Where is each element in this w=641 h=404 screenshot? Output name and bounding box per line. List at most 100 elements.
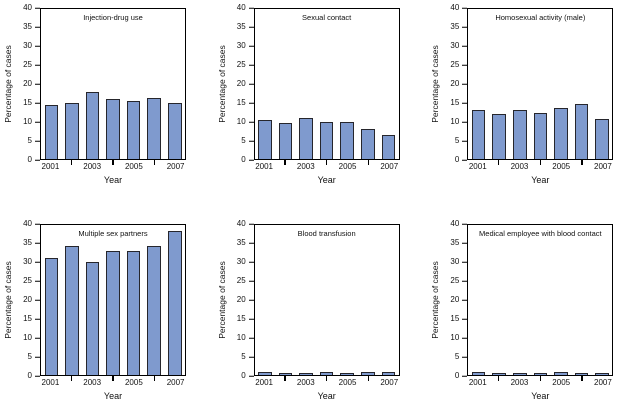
bars — [41, 225, 185, 375]
y-tick — [462, 375, 468, 377]
x-tick-label: 2005 — [338, 378, 357, 387]
y-tick — [462, 7, 468, 9]
y-tick-label: 0 — [241, 155, 246, 164]
bar — [340, 121, 355, 159]
y-tick-label: 30 — [23, 257, 32, 266]
plot-area: Homosexual activity (male) — [467, 8, 614, 160]
bar-slot — [296, 9, 317, 159]
y-tick-label: 25 — [23, 276, 32, 285]
bars — [255, 9, 399, 159]
x-slot: 2007 — [592, 376, 613, 391]
y-tick — [462, 356, 468, 358]
x-slot: 2005 — [123, 376, 144, 391]
y-tick-label: 35 — [450, 238, 460, 247]
bar-slot — [82, 9, 103, 159]
x-tick-label: 2005 — [552, 378, 571, 387]
y-tick — [35, 26, 40, 28]
x-tick-label: 2001 — [41, 162, 60, 171]
x-axis: 2001 2003 2005 2007 — [254, 160, 400, 175]
y-tick-label: 35 — [23, 238, 32, 247]
x-tick-label: 2007 — [166, 162, 185, 171]
bar-slot — [275, 225, 296, 375]
y-tick — [248, 337, 254, 339]
x-tick-label: 2003 — [296, 378, 315, 387]
chart-title: Medical employee with blood contact — [479, 229, 602, 238]
bar — [278, 123, 293, 159]
y-tick-label: 40 — [23, 3, 32, 12]
x-slot: 2005 — [551, 160, 572, 175]
bar — [319, 372, 334, 375]
bar-slot — [468, 225, 489, 375]
y-tick-label: 10 — [236, 117, 246, 126]
x-axis-title: Year — [103, 391, 123, 401]
bar — [106, 99, 120, 159]
bar-slot — [275, 9, 296, 159]
x-tick-label: 2007 — [594, 378, 612, 387]
x-tick-label: 2005 — [124, 378, 143, 387]
x-slot — [103, 160, 124, 175]
bars — [41, 9, 185, 159]
chart-panel-multiple-sex-partners: Percentage of cases 0 5 10 15 20 25 30 35 40 Mul… — [0, 202, 214, 404]
y-tick-label: 35 — [236, 22, 246, 31]
x-slot — [572, 376, 593, 391]
bar-slot — [62, 9, 83, 159]
y-tick — [462, 64, 468, 66]
x-slot — [275, 160, 296, 175]
x-slot — [358, 376, 379, 391]
x-tick — [539, 160, 542, 165]
x-tick — [153, 160, 156, 165]
x-slot: 2001 — [467, 160, 488, 175]
x-tick-label: 2001 — [255, 162, 273, 171]
x-tick — [497, 160, 500, 165]
y-tick-label: 0 — [241, 371, 246, 380]
y-axis: 0 5 10 15 20 25 30 35 40 — [427, 4, 468, 164]
bar — [340, 373, 355, 375]
y-tick — [462, 26, 468, 28]
y-tick — [462, 83, 468, 85]
y-tick-label: 30 — [236, 257, 246, 266]
x-slot: 2003 — [82, 376, 103, 391]
bar-slot — [41, 225, 62, 375]
bar — [319, 121, 334, 159]
y-tick-label: 30 — [450, 257, 460, 266]
chart-title: Homosexual activity (male) — [495, 13, 586, 22]
bar — [533, 372, 548, 375]
y-tick-label: 0 — [27, 371, 32, 380]
y-tick-label: 40 — [23, 219, 32, 228]
x-axis: 2001 2003 2005 2007 — [467, 376, 613, 391]
y-tick-label: 15 — [450, 98, 460, 107]
plot-area: Injection-drug use — [40, 8, 186, 160]
bar — [595, 118, 609, 159]
bar-slot — [358, 9, 379, 159]
bar — [361, 129, 375, 159]
x-tick — [325, 160, 328, 165]
bar — [361, 372, 375, 375]
bar-slot — [509, 225, 530, 375]
y-tick — [248, 64, 254, 66]
bar-slot — [123, 225, 144, 375]
bar — [85, 91, 100, 159]
y-tick-label: 15 — [23, 98, 32, 107]
x-tick-label: 2003 — [296, 162, 315, 171]
y-axis: 0 5 10 15 20 25 30 35 40 — [0, 4, 40, 164]
bar-slot — [530, 9, 551, 159]
x-slot: 2007 — [592, 160, 613, 175]
bar — [381, 135, 396, 159]
bar-slot — [489, 9, 510, 159]
x-slot — [358, 160, 379, 175]
y-tick-label: 15 — [236, 314, 246, 323]
y-tick — [35, 140, 40, 142]
y-tick — [462, 102, 468, 104]
y-tick-label: 0 — [454, 155, 460, 164]
plot-area: Blood transfusion — [253, 224, 400, 376]
y-tick-label: 25 — [450, 276, 460, 285]
x-tick — [325, 376, 328, 381]
x-slot — [530, 160, 551, 175]
bar-slot — [296, 225, 317, 375]
y-tick — [462, 337, 468, 339]
x-tick — [539, 376, 542, 381]
y-tick-label: 20 — [450, 295, 460, 304]
y-tick-label: 30 — [450, 41, 460, 50]
x-slot — [316, 160, 337, 175]
